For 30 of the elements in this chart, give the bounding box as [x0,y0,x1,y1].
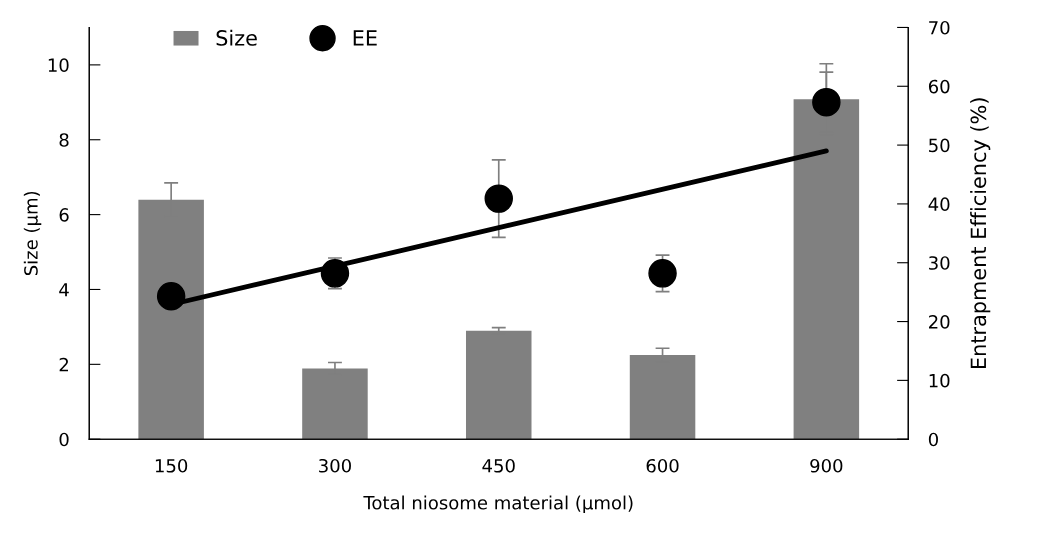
x-tick-label: 450 [482,458,515,473]
y2-tick-label: 30 [929,256,950,270]
y-tick-label: 2 [59,357,68,372]
point [156,282,186,311]
y2-tick-label: 40 [928,197,950,212]
y-tick-label: 8 [59,133,69,147]
point [812,87,841,117]
point [320,259,350,288]
x-tick-label: 300 [319,458,351,473]
y2-tick-label: 10 [929,373,950,388]
y-axis-title: Size (µm) [23,191,42,276]
y-tick-label: 4 [59,283,69,297]
bar [465,330,532,440]
point [648,259,677,288]
y2-tick-label: 70 [929,20,950,35]
x-tick-label: 900 [810,458,843,473]
y-tick-label: 0 [59,432,69,447]
x-axis-title: Total niosome material (µmol) [363,495,633,514]
legend-label: Size [216,29,257,46]
legend-label: EE [353,30,377,46]
point [484,184,513,213]
y2-tick-label: 20 [929,315,950,329]
y2-axis-title: Entrapment Efficiency (%) [970,98,991,369]
y2-tick-label: 50 [929,138,950,153]
y2-tick-label: 60 [928,79,950,94]
y-tick-label: 10 [48,58,69,72]
x-tick-label: 150 [155,458,188,473]
y-tick-label: 6 [59,208,69,222]
y2-tick-label: 0 [928,432,938,447]
x-tick-label: 600 [646,458,679,473]
